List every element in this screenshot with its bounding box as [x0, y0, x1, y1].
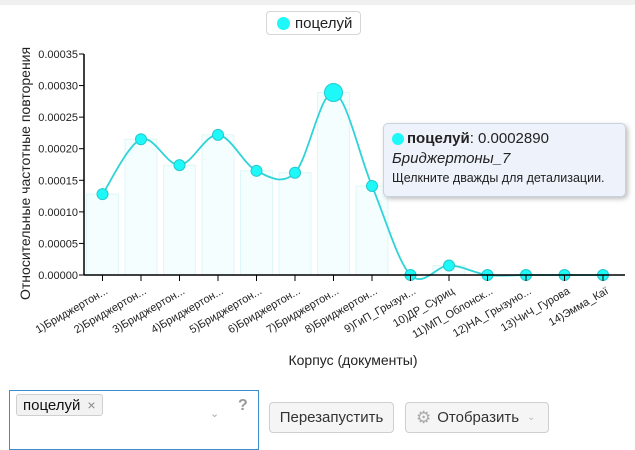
- tooltip-term: поцелуй: [407, 130, 470, 147]
- data-point[interactable]: [366, 179, 378, 192]
- display-button-label: Отобразить: [437, 409, 520, 426]
- restart-button[interactable]: Перезапустить: [269, 402, 394, 433]
- y-tick-label: 0.00020: [38, 144, 78, 156]
- chart-bar[interactable]: [240, 170, 273, 276]
- data-point[interactable]: [289, 166, 301, 179]
- data-point[interactable]: [250, 164, 263, 177]
- legend-label: поцелуй: [295, 14, 353, 32]
- y-tick-label: 0.00015: [38, 175, 78, 187]
- chart-bar[interactable]: [201, 134, 235, 276]
- data-point[interactable]: [135, 133, 147, 146]
- tooltip-hint: Щелкните дважды для детализации.: [392, 171, 605, 185]
- y-tick-label: 0.00000: [38, 270, 78, 282]
- y-axis: 0.00000 0.00005 0.00010 0.00015 0.00020 0.000…: [38, 49, 85, 282]
- chevron-down-icon: ⌄: [527, 412, 536, 423]
- y-tick-label: 0.00035: [38, 49, 78, 61]
- data-point[interactable]: [443, 259, 455, 272]
- gear-icon: ⚙: [416, 407, 432, 427]
- y-tick-label: 0.00010: [38, 207, 78, 219]
- remove-tag-icon[interactable]: ×: [87, 397, 96, 413]
- legend-item-poceluy[interactable]: поцелуй: [266, 11, 362, 35]
- y-tick-label: 0.00030: [38, 81, 78, 93]
- term-tag[interactable]: поцелуй ×: [16, 394, 103, 416]
- restart-button-label: Перезапустить: [279, 409, 384, 426]
- data-point[interactable]: [96, 188, 109, 201]
- chart-bar[interactable]: [124, 138, 158, 276]
- x-axis: 1)Бриджертон...2)Бриджертон...3)Бриджерт…: [34, 274, 625, 341]
- terms-input[interactable]: поцелуй × ⌄ ?: [9, 390, 259, 450]
- display-button[interactable]: ⚙ Отобразить ⌄: [405, 402, 549, 433]
- top-bar: [0, 0, 635, 5]
- term-tag-label: поцелуй: [23, 396, 81, 414]
- tooltip-value: : 0.0002890: [469, 130, 549, 147]
- tooltip-dot-icon: [392, 132, 404, 145]
- chevron-down-icon[interactable]: ⌄: [210, 408, 220, 420]
- chart-bar[interactable]: [317, 92, 350, 276]
- help-icon[interactable]: ?: [238, 397, 248, 414]
- chart-bars: [86, 92, 466, 276]
- data-point[interactable]: [212, 128, 224, 141]
- x-axis-label: Корпус (документы): [288, 352, 417, 368]
- chart: 0.00000 0.00005 0.00010 0.00015 0.00020 0.000…: [17, 47, 625, 368]
- chart-bar[interactable]: [86, 193, 119, 276]
- data-point[interactable]: [324, 83, 343, 103]
- chart-tooltip: поцелуй: 0.0002890 Бриджертоны_7 Щелкнит…: [383, 123, 626, 197]
- chart-bar[interactable]: [355, 185, 389, 276]
- y-tick-label: 0.00005: [38, 238, 78, 250]
- chart-bar[interactable]: [163, 164, 196, 276]
- tooltip-document: Бриджертоны_7: [392, 150, 511, 167]
- chart-bar[interactable]: [278, 172, 312, 276]
- y-axis-label: Относительные частотные повторения: [17, 47, 33, 300]
- legend-dot-icon: [277, 16, 290, 30]
- data-point[interactable]: [173, 159, 186, 172]
- y-tick-label: 0.00025: [38, 112, 78, 124]
